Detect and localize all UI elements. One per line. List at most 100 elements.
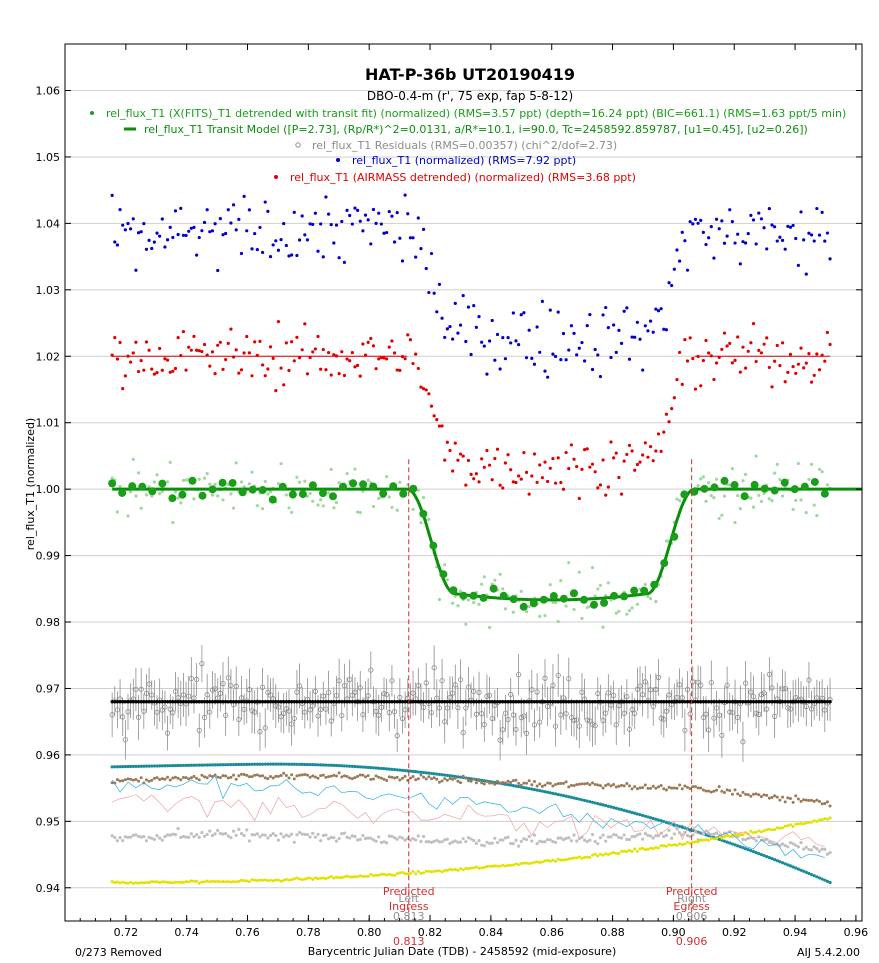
comparison-gray-point xyxy=(540,840,544,844)
residual-baseline-point xyxy=(683,700,687,704)
raw-flux-point xyxy=(559,358,563,362)
raw-flux-point xyxy=(765,247,769,251)
residual-baseline-point xyxy=(392,700,397,704)
airmass-point xyxy=(348,764,352,768)
residual-baseline-point xyxy=(720,700,724,704)
residual-point xyxy=(808,706,815,712)
raw-flux-point xyxy=(392,240,397,244)
airmass-point xyxy=(659,819,663,823)
airmass-point xyxy=(535,788,539,792)
airmass-detrended-point xyxy=(683,337,687,342)
comparison-brown-point xyxy=(427,775,431,779)
airmass-detrended-point xyxy=(329,373,333,377)
comparison-brown-point xyxy=(356,774,360,778)
comparison-gray-point xyxy=(451,840,455,844)
comparison-brown-point xyxy=(818,800,822,804)
comparison-yellow-point xyxy=(672,843,676,847)
airmass-detrended-point xyxy=(179,353,183,358)
residual-point xyxy=(531,722,538,728)
comparison-yellow-point xyxy=(406,872,410,876)
comparison-brown-point xyxy=(374,774,378,778)
airmass-detrended-point xyxy=(411,361,415,366)
residual-point xyxy=(146,681,152,687)
comparison-brown-point xyxy=(276,774,280,778)
comparison-brown-point xyxy=(667,785,671,789)
airmass-point xyxy=(820,877,824,881)
residual-point xyxy=(471,688,477,694)
comparison-brown-point xyxy=(593,783,597,787)
comparison-brown-point xyxy=(812,799,816,803)
legend-entry: rel_flux_T1 Transit Model ([P=2.73], (Rp… xyxy=(144,123,808,136)
raw-flux-point xyxy=(472,304,476,308)
airmass-point xyxy=(126,764,130,769)
comparison-yellow-point xyxy=(662,844,666,848)
comparison-gray-point xyxy=(350,834,354,838)
residual-point xyxy=(729,710,736,716)
residual-baseline-point xyxy=(295,700,299,704)
airmass-detrended-point xyxy=(110,353,114,357)
comparison-brown-point xyxy=(411,775,415,779)
comparison-brown-point xyxy=(353,776,357,780)
comparison-yellow-point xyxy=(232,880,236,884)
comparison-yellow-point xyxy=(234,880,238,884)
residual-point xyxy=(758,691,765,698)
residual-point xyxy=(510,712,516,718)
residual-baseline-point xyxy=(783,700,787,704)
airmass-detrended-point xyxy=(633,468,637,472)
residual-point xyxy=(706,727,712,733)
comparison-yellow-point xyxy=(749,829,753,833)
x-tick-label: 0.96 xyxy=(844,926,869,939)
detrended-point xyxy=(493,578,497,582)
airmass-detrended-point xyxy=(461,454,465,458)
raw-flux-point xyxy=(725,234,729,238)
comparison-yellow-point xyxy=(387,872,391,876)
raw-flux-point xyxy=(353,206,357,210)
comparison-gray-point xyxy=(123,835,127,839)
residual-point xyxy=(700,714,706,720)
raw-flux-point xyxy=(202,220,207,225)
comparison-yellow-point xyxy=(720,836,724,840)
residual-point xyxy=(698,682,704,688)
comparison-gray-point xyxy=(820,847,824,851)
comparison-brown-point xyxy=(683,784,687,788)
airmass-detrended-point xyxy=(382,356,386,360)
binned-point xyxy=(479,593,488,602)
detrended-point xyxy=(234,461,238,465)
comparison-yellow-point xyxy=(799,822,803,826)
comparison-brown-point xyxy=(269,775,273,779)
residual-baseline-point xyxy=(318,700,323,704)
residual-baseline-point xyxy=(369,700,373,704)
airmass-point xyxy=(796,867,800,871)
residual-point xyxy=(735,714,741,721)
comparison-yellow-point xyxy=(691,840,695,844)
comparison-yellow-point xyxy=(567,857,571,861)
airmass-point xyxy=(358,765,362,769)
residual-baseline-point xyxy=(656,700,661,704)
airmass-detrended-point xyxy=(672,396,676,400)
detrended-point xyxy=(213,482,217,487)
airmass-detrended-point xyxy=(324,368,328,372)
airmass-detrended-point xyxy=(596,486,600,490)
raw-flux-point xyxy=(791,223,795,228)
residual-baseline-point xyxy=(551,700,555,704)
residual-baseline-point xyxy=(345,700,349,704)
airmass-detrended-point xyxy=(400,355,405,359)
airmass-detrended-point xyxy=(284,341,288,345)
detrended-point xyxy=(751,505,756,509)
detrended-point xyxy=(704,499,708,504)
airmass-point xyxy=(633,811,637,815)
comparison-gray-point xyxy=(741,837,745,841)
airmass-detrended-point xyxy=(239,368,244,372)
residual-baseline-point xyxy=(374,700,378,704)
comparison-gray-point xyxy=(588,838,592,842)
comparison-brown-point xyxy=(305,773,309,777)
comparison-gray-point xyxy=(564,836,568,840)
comparison-gray-point xyxy=(509,841,513,846)
detrended-point xyxy=(345,471,349,476)
comparison-brown-point xyxy=(263,776,267,780)
airmass-point xyxy=(743,847,748,851)
comparison-brown-point xyxy=(643,783,647,787)
comparison-yellow-point xyxy=(583,855,587,859)
airmass-point xyxy=(305,762,310,767)
comparison-brown-point xyxy=(556,782,560,786)
